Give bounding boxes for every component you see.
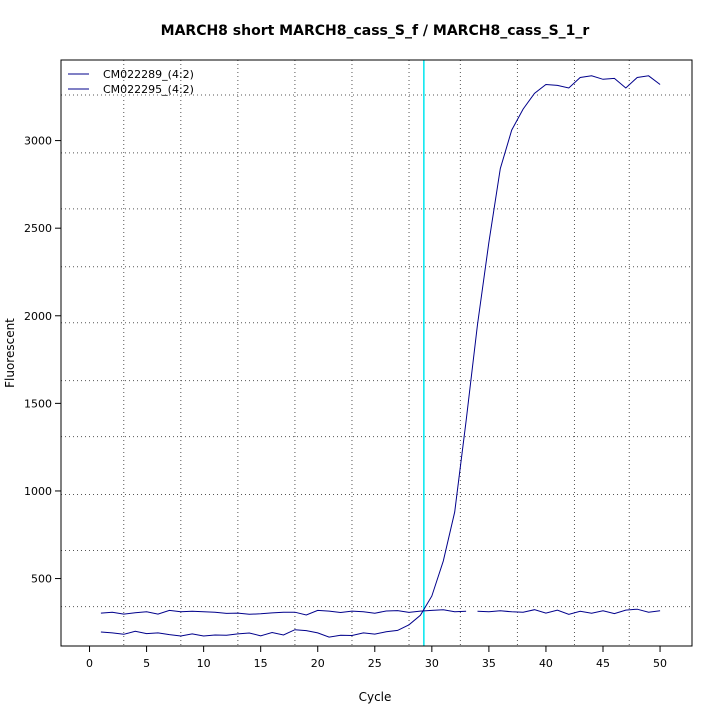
x-tick-label: 35 [482,657,496,670]
x-axis: 0 5 10 15 20 25 30 35 40 45 50 [86,645,667,670]
legend: CM022289_(4:2) CM022295_(4:2) [68,68,194,96]
y-tick-label: 2000 [24,310,52,323]
series-line-3 [477,608,661,615]
x-tick-label: 5 [143,657,150,670]
x-tick-label: 40 [539,657,553,670]
series-layer [100,75,661,638]
y-tick-label: 2500 [24,222,52,235]
y-tick-label: 3000 [24,135,52,148]
legend-label: CM022289_(4:2) [103,68,194,81]
x-tick-label: 50 [653,657,667,670]
x-tick-label: 20 [311,657,325,670]
y-axis: 500 1000 1500 2000 2500 3000 [24,135,62,586]
x-tick-label: 0 [86,657,93,670]
y-axis-title: Fluorescent [3,318,17,388]
x-tick-label: 25 [368,657,382,670]
x-tick-label: 15 [254,657,268,670]
chart-title: MARCH8 short MARCH8_cass_S_f / MARCH8_ca… [161,23,590,39]
y-tick-label: 1500 [24,397,52,410]
x-tick-label: 30 [425,657,439,670]
series-line-2 [100,75,661,638]
legend-label: CM022295_(4:2) [103,83,194,96]
x-tick-label: 45 [596,657,610,670]
x-axis-title: Cycle [359,690,392,704]
y-tick-label: 500 [31,573,52,586]
series-line-1 [100,609,467,616]
x-tick-label: 10 [197,657,211,670]
y-tick-label: 1000 [24,485,52,498]
grid [61,60,692,646]
plot-frame [60,59,693,647]
